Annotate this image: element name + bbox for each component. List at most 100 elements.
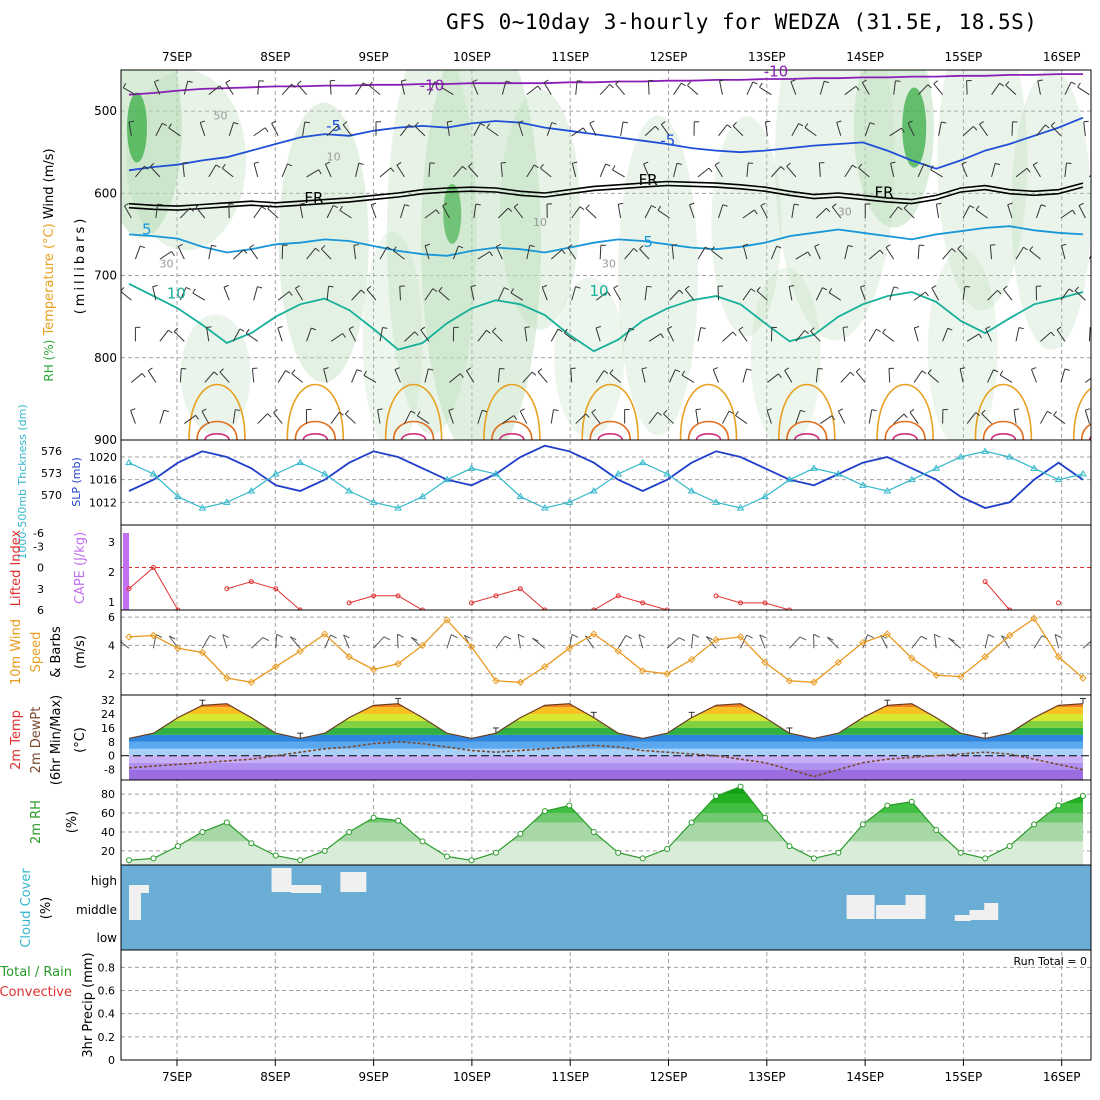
- y-tick-label: 500: [94, 104, 117, 118]
- wind-barb: [155, 204, 159, 219]
- contour-label: 5: [142, 220, 152, 238]
- wind-barb-flag: [660, 333, 664, 339]
- wind-barb: [735, 415, 748, 424]
- wind-barb-flag: [468, 162, 473, 167]
- wind-barb: [671, 245, 675, 260]
- wind-barb-flag: [333, 204, 338, 209]
- wind-barb: [666, 328, 675, 342]
- wind-barb: [321, 248, 332, 260]
- wind-barb: [245, 332, 258, 342]
- wind-speed-point: [174, 644, 182, 652]
- wind-barb: [893, 80, 896, 95]
- wind-barb: [473, 123, 481, 137]
- wind-barb-flag: [518, 120, 524, 123]
- wind-barb-flag: [964, 285, 971, 288]
- wind-barb: [742, 368, 748, 383]
- wind-barb-10m-flag: [813, 633, 820, 638]
- wind-barb: [179, 207, 191, 219]
- wind-barb: [909, 411, 919, 424]
- ylabel-part: Wind (m/s): [42, 148, 57, 223]
- wind-barb: [1050, 125, 1062, 137]
- wind-barb-flag: [826, 207, 831, 213]
- wind-barb: [392, 250, 405, 260]
- contour-label: -5: [326, 117, 341, 135]
- wind-barb: [837, 410, 846, 424]
- wind-barb: [836, 122, 842, 136]
- thickness-marker: [565, 498, 574, 505]
- wind-barb: [840, 371, 851, 383]
- wind-barb-flag: [206, 326, 212, 328]
- rh-point: [810, 855, 817, 862]
- temperature-contour-warm: [1080, 423, 1091, 440]
- wind-barb-10m-flag: [759, 634, 766, 639]
- wind-barb-flag: [149, 162, 155, 168]
- wind-barb: [399, 204, 406, 219]
- wind-barb-10m: [638, 634, 644, 649]
- wind-barb: [722, 331, 734, 342]
- wind-speed-point: [785, 677, 794, 685]
- wind-speed-point: [467, 643, 476, 651]
- wind-barb-flag: [752, 81, 758, 85]
- thickness-marker: [761, 492, 769, 500]
- wind-barb-flag: [726, 124, 732, 129]
- wind-barb: [404, 410, 412, 424]
- wind-barb-flag: [1047, 410, 1052, 415]
- wind-barb-10m-flag: [168, 635, 176, 640]
- wind-barb-flag: [513, 415, 518, 420]
- wind-speed-point: [1079, 674, 1087, 682]
- wind-barb-flag: [589, 120, 595, 124]
- temperature-contour-warm: [294, 420, 337, 440]
- wind-barb: [123, 87, 136, 96]
- cloud-level-label: middle: [76, 903, 117, 917]
- wind-barb: [571, 206, 581, 219]
- wind-speed-point: [908, 654, 916, 662]
- wind-barb-flag: [462, 165, 467, 170]
- wind-barb: [913, 327, 919, 342]
- wind-speed-point: [590, 630, 598, 638]
- contour-label: 30: [838, 206, 852, 219]
- wind-barb-flag: [1031, 367, 1037, 370]
- lifted-ylabel: Lifted Index: [9, 529, 24, 606]
- wind-barb: [199, 122, 206, 136]
- temperature-contour-warm: [491, 420, 533, 440]
- wind-barb: [326, 286, 330, 301]
- wind-barb-flag: [470, 284, 476, 288]
- wind-barb-10m-flag: [746, 634, 753, 639]
- temperature-contour-warm: [204, 433, 230, 440]
- wind-barb: [759, 86, 772, 96]
- rh-point: [248, 840, 255, 847]
- wind-barb-flag: [708, 167, 713, 173]
- rh-point: [615, 849, 622, 856]
- wind-barb: [669, 369, 676, 383]
- wind-barb-flag: [1018, 327, 1024, 330]
- wind-barb: [714, 164, 723, 178]
- wind-barb-flag: [643, 161, 649, 165]
- rh-shading: [711, 116, 782, 337]
- wind-barb: [135, 165, 145, 178]
- wind-barb: [277, 291, 290, 301]
- wind-barb: [541, 286, 548, 301]
- wind-barb-flag: [1013, 408, 1020, 411]
- wind-barb: [326, 205, 334, 219]
- wind-barb-flag: [211, 244, 217, 247]
- wind-barb: [183, 80, 189, 95]
- wind-barb-flag: [539, 163, 544, 169]
- wind-barb: [564, 332, 577, 342]
- wind-barb-flag: [475, 203, 481, 206]
- temperature-contour-warm: [483, 383, 541, 440]
- rh-shading: [617, 115, 698, 436]
- wind-barb-flag: [591, 408, 597, 413]
- upper-air-plot: [121, 70, 1091, 440]
- wind-barb: [277, 370, 287, 383]
- wind-barb: [732, 125, 744, 137]
- wind-barb-flag: [756, 286, 761, 292]
- wind-barb-flag: [603, 370, 609, 374]
- wind-barb-flag: [414, 331, 419, 336]
- wind-barb-flag: [909, 408, 915, 413]
- wind-barb-flag: [157, 203, 163, 206]
- wind-barb-flag: [606, 291, 611, 297]
- wind-barb: [595, 291, 608, 301]
- wind-barb-flag: [161, 122, 167, 127]
- lifted-index-line: [128, 566, 179, 610]
- wind-barb-flag: [486, 123, 491, 129]
